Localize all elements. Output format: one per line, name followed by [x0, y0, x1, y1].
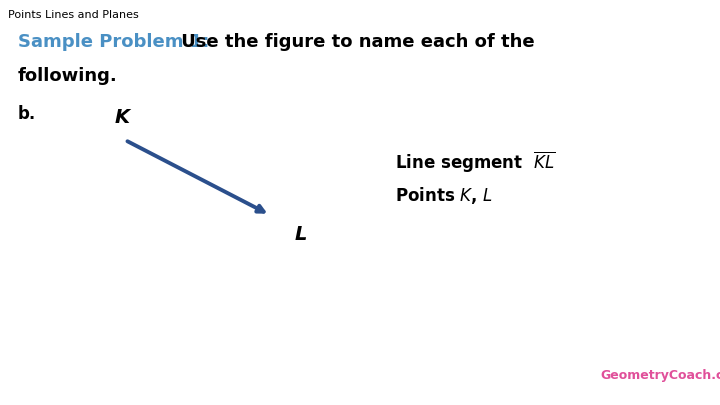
Text: Use the figure to name each of the: Use the figure to name each of the: [175, 33, 535, 51]
Text: Line segment  $\overline{KL}$: Line segment $\overline{KL}$: [395, 150, 555, 175]
Text: K: K: [115, 108, 130, 127]
Text: Points $K$, $L$: Points $K$, $L$: [395, 185, 493, 206]
Text: following.: following.: [18, 67, 118, 85]
Text: Points Lines and Planes: Points Lines and Planes: [8, 10, 139, 20]
Text: GeometryCoach.com: GeometryCoach.com: [600, 369, 720, 382]
Text: Sample Problem 1:: Sample Problem 1:: [18, 33, 210, 51]
Text: L: L: [295, 225, 307, 244]
Text: b.: b.: [18, 105, 36, 123]
